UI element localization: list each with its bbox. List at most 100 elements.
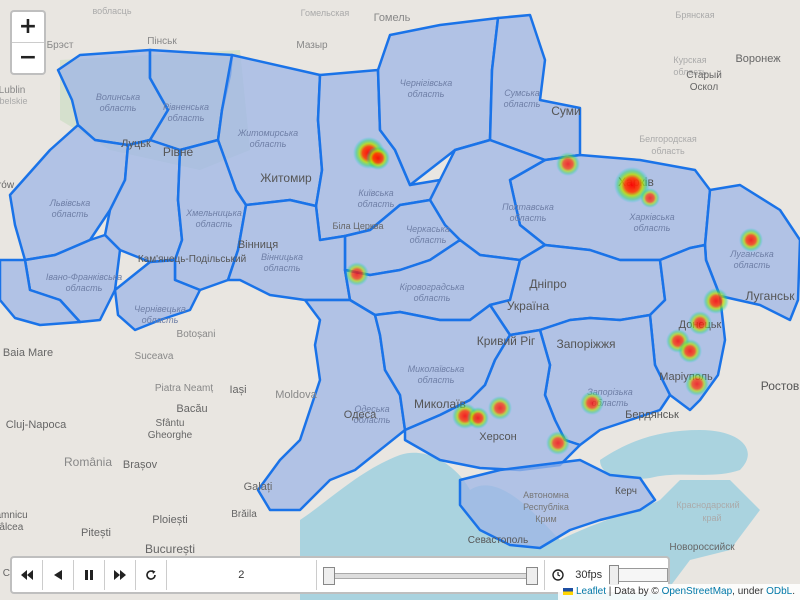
zoom-in-button[interactable]: + bbox=[18, 14, 38, 39]
oblast-label: область bbox=[510, 213, 547, 223]
city-label: край bbox=[703, 513, 722, 523]
city-label: Крим bbox=[535, 514, 556, 524]
heat-point bbox=[546, 431, 570, 455]
city-label: Брэст bbox=[47, 40, 74, 51]
oblast-label: область bbox=[52, 209, 89, 219]
time-index-display: 2 bbox=[167, 560, 318, 590]
oblast-label: Кіровоградська bbox=[400, 282, 465, 292]
ukraine-flag-icon bbox=[562, 587, 573, 595]
city-label: Одеса bbox=[344, 409, 377, 421]
city-label: Piatra Neamț bbox=[155, 383, 214, 394]
city-label: Гомель bbox=[374, 12, 411, 24]
city-label: Râmnicu bbox=[0, 510, 28, 521]
city-label: Херсон bbox=[479, 431, 516, 443]
region-zakarpattia bbox=[0, 258, 82, 327]
attribution-under: , under bbox=[732, 586, 767, 597]
region-khmelnytskyi bbox=[173, 138, 248, 292]
city-label: область bbox=[673, 67, 707, 77]
oblast-label: Житомирська bbox=[237, 128, 298, 138]
city-label: Pitești bbox=[81, 527, 111, 539]
oblast-label: Волинська bbox=[96, 92, 140, 102]
zoom-control: + − bbox=[10, 10, 46, 75]
oblast-label: Запорізька bbox=[587, 387, 633, 397]
speed-icon-wrap bbox=[545, 560, 571, 590]
city-label: Lublin bbox=[0, 85, 25, 96]
city-label: Запоріжжя bbox=[557, 337, 616, 351]
heat-point bbox=[678, 339, 702, 363]
city-label: Ploiești bbox=[152, 514, 187, 526]
oblast-label: область bbox=[250, 139, 287, 149]
city-label: Baia Mare bbox=[3, 347, 53, 359]
city-label: Біла Церква bbox=[333, 221, 384, 231]
region-crimea bbox=[458, 458, 657, 550]
city-label: Мазыр bbox=[296, 40, 328, 51]
city-label: вобласць bbox=[92, 6, 131, 16]
oblast-label: Хмельницька bbox=[185, 208, 242, 218]
heat-point bbox=[739, 228, 763, 252]
heat-point bbox=[685, 372, 709, 396]
city-label: Brăila bbox=[231, 509, 257, 520]
refresh-icon bbox=[145, 570, 156, 580]
oblast-label: область bbox=[142, 315, 179, 325]
loop-button[interactable] bbox=[136, 560, 167, 590]
city-label: Sfântu bbox=[156, 418, 185, 429]
heat-point bbox=[688, 311, 712, 335]
oblast-label: Чернівецька bbox=[134, 304, 186, 314]
city-label: Керч bbox=[615, 486, 637, 497]
attribution: Leaflet | Data by © OpenStreetMap, under… bbox=[557, 584, 800, 600]
attribution-end: . bbox=[792, 586, 795, 597]
skip-back-icon bbox=[20, 570, 33, 580]
city-label: Брянская bbox=[675, 10, 714, 20]
oblast-label: Одеська bbox=[354, 404, 389, 414]
oblast-label: область bbox=[592, 398, 629, 408]
city-label: București bbox=[145, 542, 195, 556]
heat-point bbox=[556, 152, 580, 176]
fps-slider[interactable] bbox=[609, 565, 669, 585]
region-chernivtsi bbox=[113, 258, 202, 332]
region-sumy bbox=[488, 13, 582, 162]
time-slider[interactable] bbox=[317, 560, 546, 590]
oblast-label: область bbox=[264, 263, 301, 273]
city-label: rów bbox=[0, 180, 15, 191]
oblast-label: Харківська bbox=[628, 212, 674, 222]
attribution-text: | Data by © bbox=[606, 586, 662, 597]
city-label: Белгородская bbox=[639, 134, 697, 144]
time-slider-start-handle[interactable] bbox=[323, 567, 336, 585]
oblast-label: Рівненська bbox=[163, 102, 209, 112]
fps-slider-handle[interactable] bbox=[609, 565, 620, 585]
city-label: Миколаїв bbox=[414, 397, 466, 411]
osm-link[interactable]: OpenStreetMap bbox=[661, 586, 733, 597]
city-label: Курская bbox=[673, 55, 706, 65]
oblast-label: Полтавська bbox=[502, 202, 554, 212]
oblast-label: область bbox=[408, 89, 445, 99]
time-slider-end-handle[interactable] bbox=[526, 567, 539, 585]
city-label: Botoșani bbox=[177, 329, 216, 340]
heat-point bbox=[640, 188, 660, 208]
city-label: Севастополь bbox=[468, 535, 528, 546]
oblast-label: область bbox=[410, 235, 447, 245]
clock-icon bbox=[552, 569, 564, 581]
city-label: Краснодарский bbox=[676, 500, 739, 510]
city-label: Житомир bbox=[260, 171, 312, 185]
oblast-label: Львівська bbox=[49, 198, 91, 208]
pause-icon bbox=[84, 570, 93, 580]
odbl-link[interactable]: ODbL bbox=[766, 586, 793, 597]
city-label: Suceava bbox=[135, 351, 174, 362]
time-slider-rail bbox=[325, 573, 537, 579]
city-label: lubelskie bbox=[0, 96, 28, 106]
city-label: Moldova bbox=[275, 389, 317, 401]
skip-back-button[interactable] bbox=[12, 560, 43, 590]
oblast-label: Вінницька bbox=[261, 252, 303, 262]
leaflet-link[interactable]: Leaflet bbox=[575, 586, 607, 597]
pause-button[interactable] bbox=[74, 560, 105, 590]
city-label: Новороссийск bbox=[669, 542, 735, 553]
step-back-button[interactable] bbox=[43, 560, 74, 590]
heat-point bbox=[703, 288, 729, 314]
skip-forward-button[interactable] bbox=[105, 560, 136, 590]
city-label: Brașov bbox=[123, 459, 158, 471]
zoom-out-button[interactable]: − bbox=[12, 42, 44, 73]
heat-point bbox=[580, 391, 604, 415]
oblast-label: область bbox=[168, 113, 205, 123]
